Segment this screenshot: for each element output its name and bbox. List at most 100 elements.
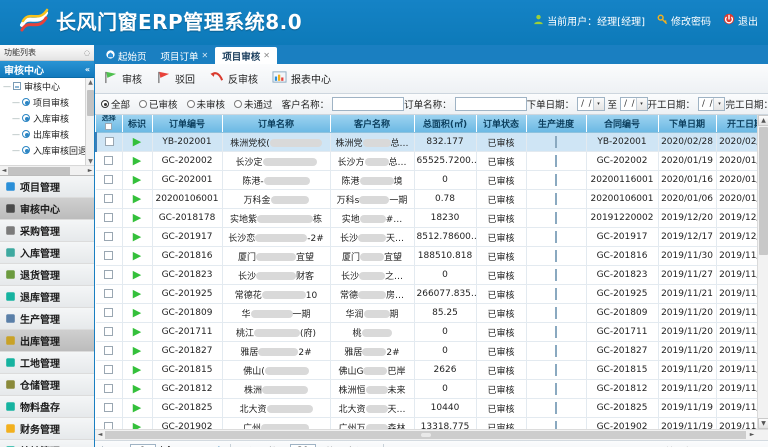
tab-1[interactable]: 项目订单 ✕ [154, 47, 216, 64]
row-checkbox[interactable] [104, 213, 114, 222]
sidebar-item-7[interactable]: 出库管理 [0, 330, 94, 352]
customer-name-input[interactable] [332, 97, 405, 111]
row-checkbox[interactable] [104, 270, 114, 279]
page-number-input[interactable]: 1 [129, 443, 156, 447]
row-checkbox[interactable] [104, 137, 114, 146]
tree-item-inbound-audit[interactable]: — 入库审核 [0, 110, 94, 126]
sidebar-item-9[interactable]: 仓储管理 [0, 374, 94, 396]
filter-radio-rejected[interactable]: 未通过 [234, 97, 273, 111]
start-date-input[interactable]: / / ▾ [698, 97, 726, 111]
sidebar-item-11[interactable]: 财务管理 [0, 418, 94, 440]
column-header-order_no[interactable]: 订单编号 [152, 115, 223, 133]
table-row[interactable]: ▶ GC-201816 厦门 宜望 厦门 宜望 188510.818 已审核 GC-201816… [96, 246, 768, 266]
reject-button[interactable]: 驳回 [156, 70, 195, 87]
row-checkbox[interactable] [104, 251, 114, 260]
calendar-dropdown-icon[interactable]: ▾ [713, 98, 725, 110]
row-checkbox[interactable] [104, 422, 114, 429]
row-checkbox[interactable] [104, 156, 114, 165]
sidebar-item-6[interactable]: 生产管理 [0, 308, 94, 330]
row-select-cell[interactable] [96, 398, 123, 418]
grid-vertical-scrollbar[interactable]: ▲ ▼ [757, 115, 768, 429]
scroll-up-icon[interactable]: ▲ [758, 115, 768, 126]
report-center-button[interactable]: 报表中心 [272, 70, 331, 87]
scroll-down-icon[interactable]: ▼ [758, 418, 768, 429]
column-header-progress[interactable]: 生产进度 [526, 115, 587, 133]
table-row[interactable]: ▶ GC-201902 广州 广州万 森林 13318.775 已审核 GC-201902 20… [96, 417, 768, 429]
table-row[interactable]: ▶ GC-201827 雅居 2# 雅居 2# 0 已审核 GC-201827 2019/11/2… [96, 341, 768, 361]
calendar-dropdown-icon[interactable]: ▾ [635, 98, 647, 110]
prev-page-icon[interactable]: ◄ [116, 446, 127, 447]
last-page-icon[interactable]: ►| [208, 446, 222, 447]
row-select-cell[interactable] [96, 360, 123, 380]
tree-root-node[interactable]: — 审核中心 [0, 78, 94, 94]
table-row[interactable]: ▶ 20200106001 万科金 万科s 一期 0.78 已审核 20200106001 20… [96, 189, 768, 209]
scroll-left-icon[interactable]: ◄ [1, 167, 7, 174]
tab-0[interactable]: 起始页 [99, 47, 154, 64]
close-icon[interactable]: ✕ [263, 51, 270, 60]
row-checkbox[interactable] [104, 175, 114, 184]
column-header-customer_name[interactable]: 客户名称 [330, 115, 415, 133]
tree-vertical-scrollbar[interactable]: ▲ ▼ [85, 78, 94, 166]
table-row[interactable]: ▶ GC-202001 陈港- 陈港 境 0 已审核 20200116001 2020/01/1… [96, 170, 768, 190]
table-row[interactable]: ▶ GC-201825 北大资 北大资 天… 10440 已审核 GC-201825 2019/… [96, 398, 768, 418]
column-header-select[interactable]: 选择 [96, 115, 123, 133]
sidebar-item-12[interactable]: 结转管理 [0, 440, 94, 447]
table-row[interactable]: ▶ GC-201917 长沙恋 -2# 长沙 天… 8512.78600… 已审核 GC-201… [96, 227, 768, 247]
row-checkbox[interactable] [104, 384, 114, 393]
sidebar-item-5[interactable]: 退库管理 [0, 286, 94, 308]
table-row[interactable]: ▶ GC-201711 桃江 (府) 桃 0 已审核 GC-201711 2019/11/20 2… [96, 322, 768, 342]
sidebar-item-2[interactable]: 采购管理 [0, 220, 94, 242]
approve-button[interactable]: 审核 [103, 70, 142, 87]
table-row[interactable]: ▶ GC-201809 华 一期 华润 期 85.25 已审核 GC-201809 2019/11… [96, 303, 768, 323]
row-select-cell[interactable] [96, 208, 123, 228]
row-select-cell[interactable] [96, 322, 123, 342]
row-select-cell[interactable] [96, 417, 123, 429]
scrollbar-thumb[interactable] [105, 431, 746, 439]
row-checkbox[interactable] [104, 346, 114, 355]
sidebar-item-10[interactable]: 物料盘存 [0, 396, 94, 418]
order-date-to-input[interactable]: / / ▾ [620, 97, 648, 111]
scroll-up-icon[interactable]: ▲ [88, 79, 93, 86]
first-page-icon[interactable]: |◄ [99, 446, 113, 447]
row-checkbox[interactable] [104, 403, 114, 412]
column-header-flag[interactable]: 标识 [122, 115, 153, 133]
next-page-icon[interactable]: ► [195, 446, 206, 447]
select-all-checkbox[interactable] [105, 123, 113, 130]
row-checkbox[interactable] [104, 289, 114, 298]
grid-horizontal-scrollbar[interactable]: ◄ ► [95, 429, 768, 440]
column-header-order_status[interactable]: 订单状态 [476, 115, 527, 133]
tree-item-inbound-audit-rollback[interactable]: — 入库审核回退 [0, 142, 94, 158]
order-name-input[interactable] [454, 97, 527, 111]
scroll-right-icon[interactable]: ► [87, 167, 93, 174]
sidebar-item-8[interactable]: 工地管理 [0, 352, 94, 374]
sidebar-item-4[interactable]: 退货管理 [0, 264, 94, 286]
row-select-cell[interactable] [96, 303, 123, 323]
scroll-down-icon[interactable]: ▼ [88, 158, 93, 165]
scroll-right-icon[interactable]: ► [749, 431, 755, 438]
calendar-dropdown-icon[interactable]: ▾ [592, 98, 604, 110]
scrollbar-thumb[interactable] [759, 127, 768, 255]
table-row[interactable]: ▶ GC-2018178 实地紫 栋 实地 #… 18230 已审核 20191220002 20… [96, 208, 768, 228]
scrollbar-thumb[interactable] [87, 90, 94, 116]
table-row[interactable]: ▶ YB-202001 株洲党校(株洲党 总… 832.177 已审核 YB-202001 2… [95, 132, 768, 152]
row-select-cell[interactable] [96, 189, 123, 209]
page-size-input[interactable]: 20 [289, 443, 316, 447]
row-select-cell[interactable] [96, 379, 123, 399]
tab-2[interactable]: 项目审核 ✕ [215, 47, 277, 64]
column-header-start_date[interactable]: 开工日期 [716, 115, 768, 133]
row-checkbox[interactable] [104, 365, 114, 374]
sidebar-item-3[interactable]: 入库管理 [0, 242, 94, 264]
filter-radio-unapproved[interactable]: 未审核 [186, 97, 225, 111]
table-row[interactable]: ▶ GC-202002 长沙定 长沙方 总… 65525.7200… 已审核 GC-20200… [96, 151, 768, 171]
tree-horizontal-scrollbar[interactable]: ◄ ► [0, 165, 94, 175]
row-select-cell[interactable] [96, 341, 123, 361]
row-select-cell[interactable] [96, 265, 123, 285]
row-checkbox[interactable] [104, 308, 114, 317]
row-checkbox[interactable] [104, 232, 114, 241]
table-row[interactable]: ▶ GC-201815 佛山(佛山G 巴岸 2626 已审核 GC-201815 2019/1… [96, 360, 768, 380]
change-password-button[interactable]: 修改密码 [657, 13, 711, 28]
table-row[interactable]: ▶ GC-201812 株洲 株洲恒 未来 0 已审核 GC-201812 2019/11/20… [96, 379, 768, 399]
scrollbar-thumb[interactable] [8, 167, 70, 175]
column-header-order_name[interactable]: 订单名称 [222, 115, 331, 133]
row-checkbox[interactable] [104, 327, 114, 336]
